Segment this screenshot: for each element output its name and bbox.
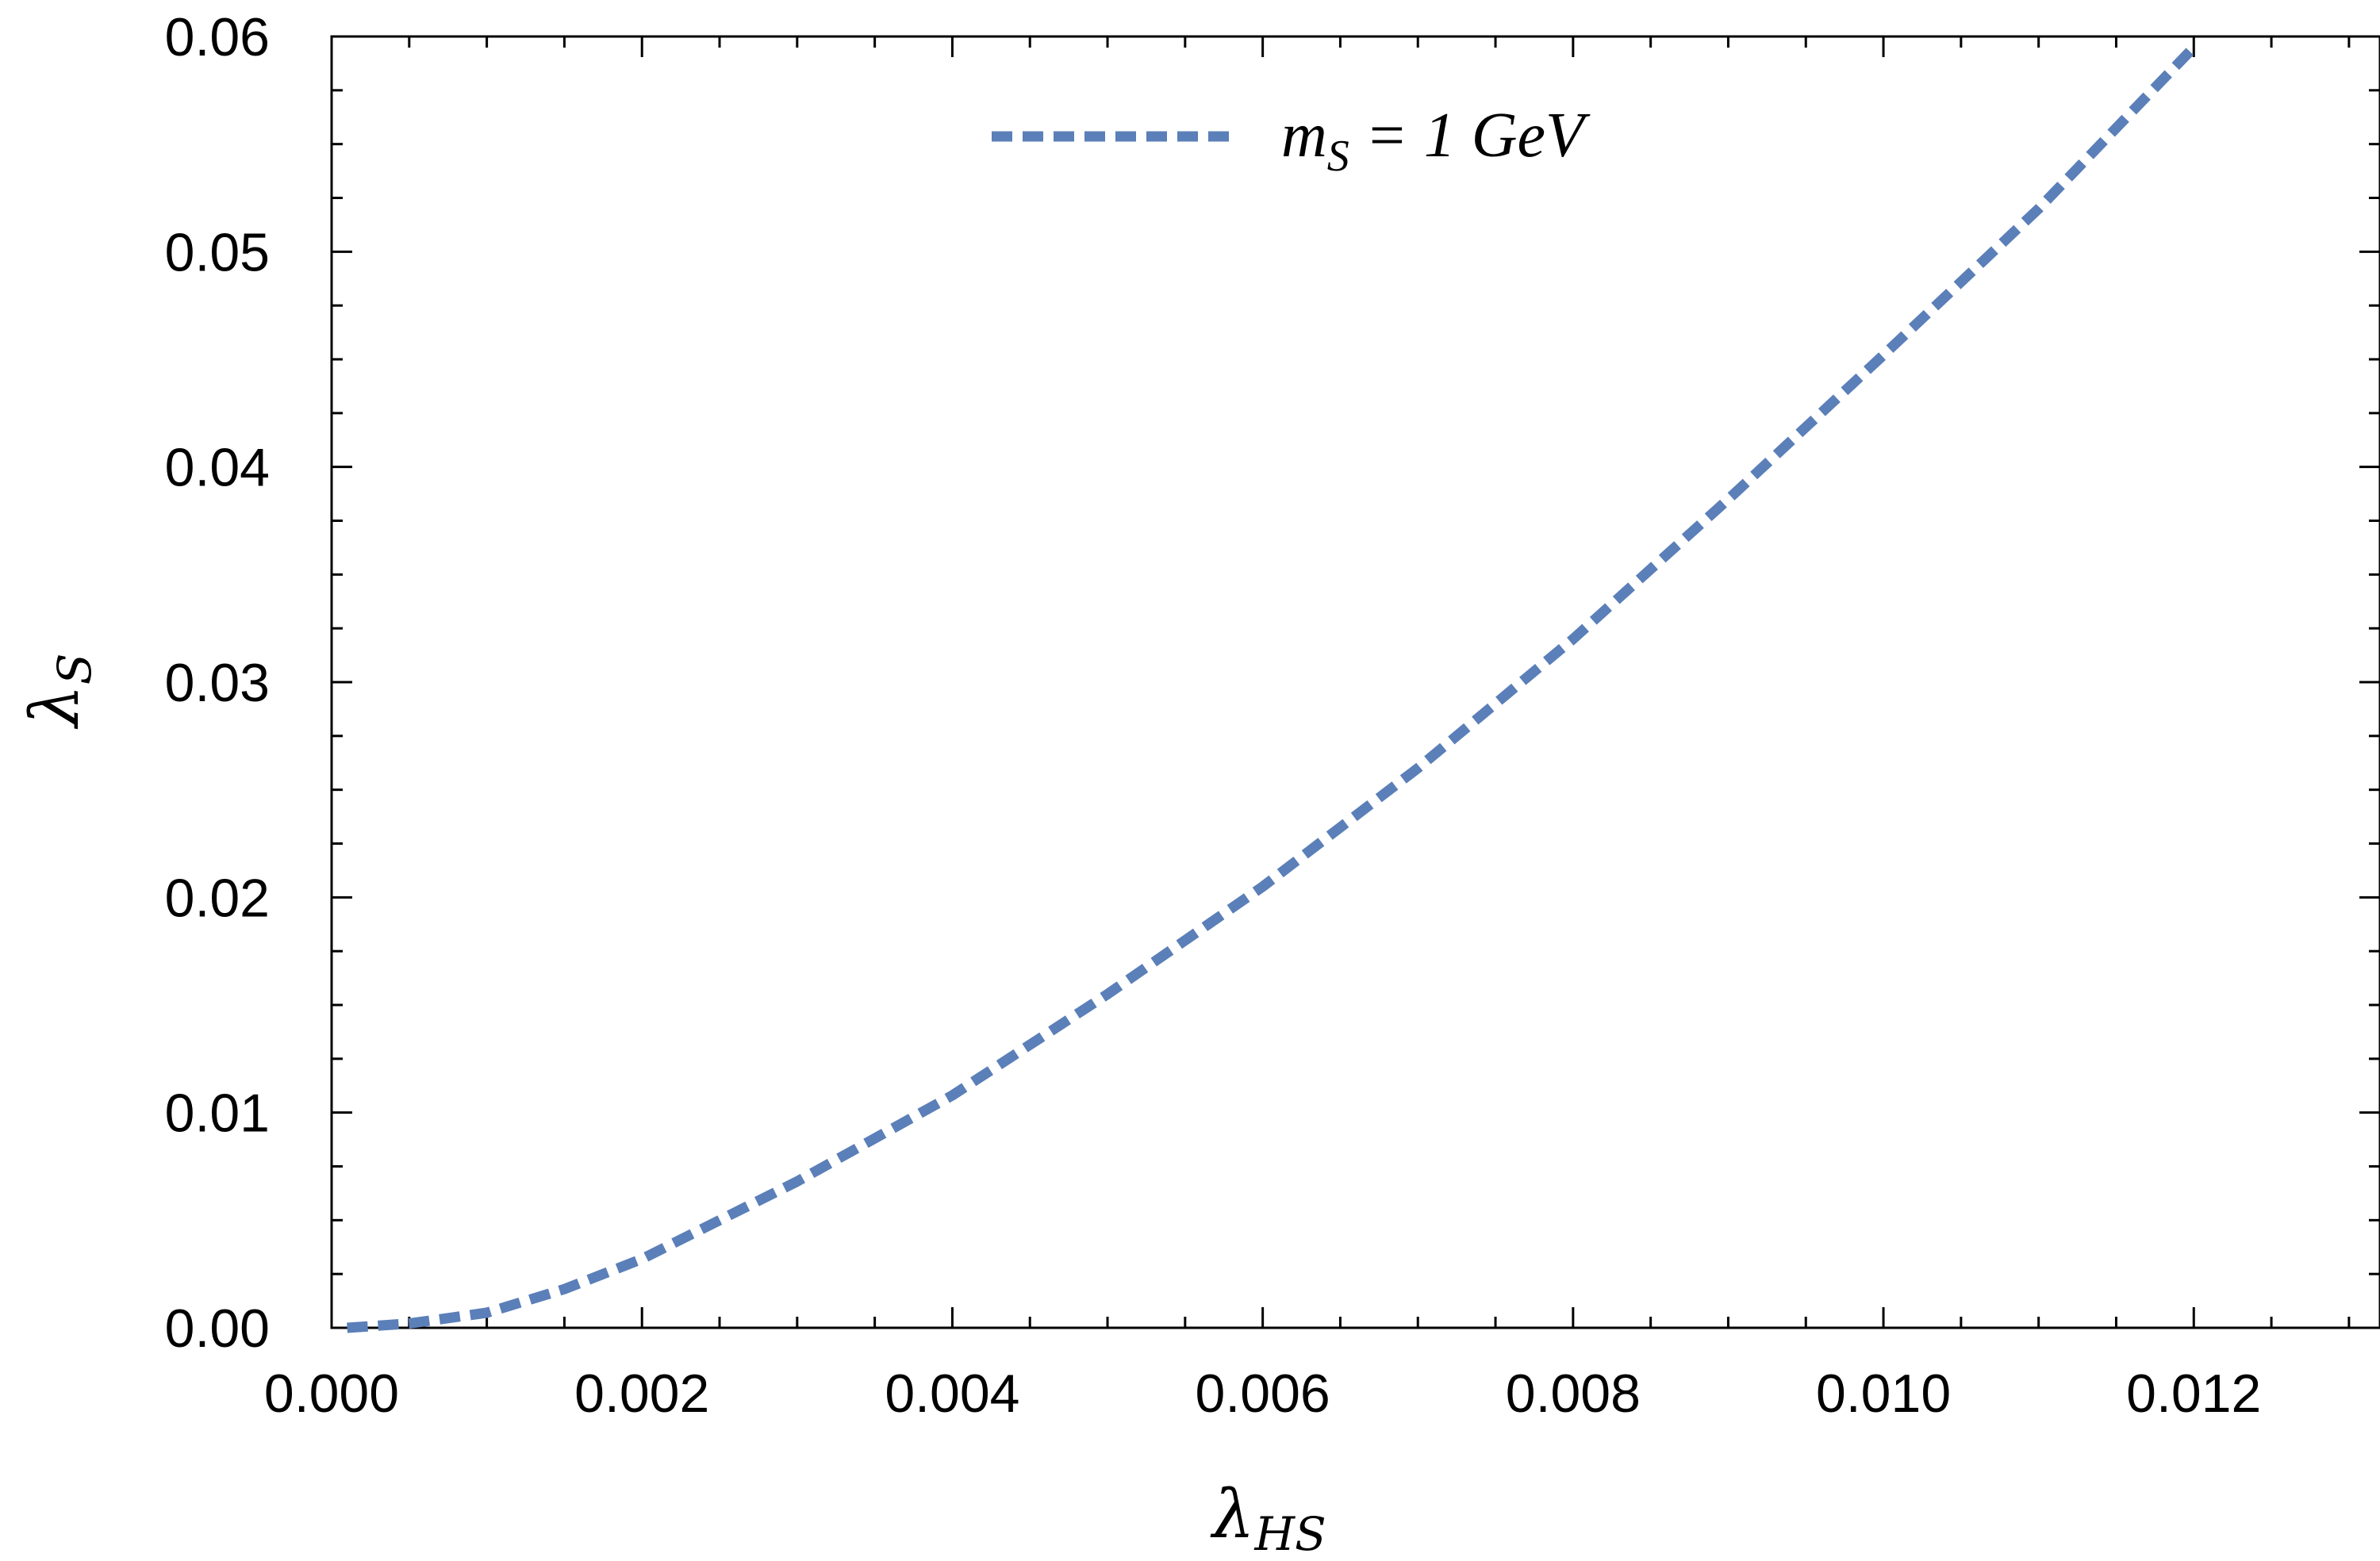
- x-tick-label: 0.004: [885, 1363, 1019, 1424]
- plot-frame: [330, 35, 2380, 1329]
- y-tick-label: 0.00: [165, 1298, 270, 1359]
- x-tick-labels: 0.000 0.002 0.004 0.006 0.008 0.010 0.012: [264, 1363, 2261, 1424]
- x-tick-label: 0.012: [2126, 1363, 2261, 1424]
- y-tick-label: 0.02: [165, 868, 270, 928]
- x-axis-title-main: λ: [1210, 1475, 1254, 1553]
- x-tick-label: 0.008: [1506, 1363, 1641, 1424]
- x-tick-label: 0.000: [264, 1363, 399, 1424]
- x-tick-label: 0.002: [574, 1363, 709, 1424]
- y-axis-title-main: λ: [16, 685, 94, 729]
- y-axis-title-sub: S: [48, 654, 102, 685]
- y-tick-label: 0.03: [165, 653, 270, 713]
- legend-label-rest: = 1 GeV: [1349, 101, 1591, 171]
- legend-label-main: m: [1281, 101, 1327, 171]
- legend-label-sub: S: [1327, 132, 1349, 181]
- x-axis-title-sub: HS: [1253, 1507, 1326, 1561]
- series-line: [347, 44, 2198, 1333]
- axis-ticks: [330, 35, 2380, 1329]
- y-tick-label: 0.05: [165, 222, 270, 282]
- y-tick-label: 0.04: [165, 438, 270, 498]
- y-tick-label: 0.01: [165, 1083, 270, 1144]
- series-layer: [347, 44, 2198, 1333]
- legend-label: mS = 1 GeV: [1281, 101, 1591, 181]
- x-tick-label: 0.010: [1816, 1363, 1951, 1424]
- y-axis-title: λS: [16, 654, 102, 730]
- x-axis-title: λHS: [1210, 1475, 1326, 1561]
- y-tick-labels: 0.00 0.01 0.02 0.03 0.04 0.05 0.06: [165, 7, 270, 1359]
- x-tick-label: 0.006: [1196, 1363, 1330, 1424]
- legend: mS = 1 GeV: [992, 101, 1591, 181]
- y-tick-label: 0.06: [165, 7, 270, 67]
